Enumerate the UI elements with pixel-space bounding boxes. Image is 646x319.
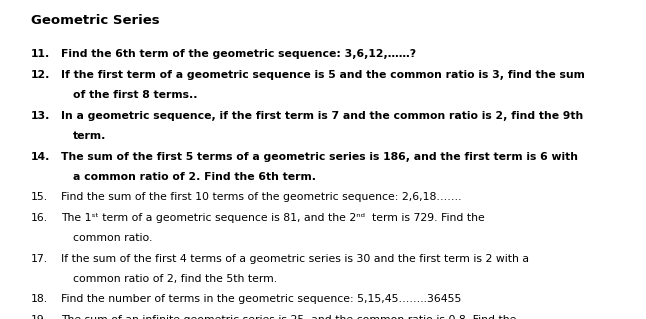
Text: 12.: 12. [31,70,50,80]
Text: of the first 8 terms..: of the first 8 terms.. [73,90,198,100]
Text: 19.: 19. [31,315,48,319]
Text: common ratio.: common ratio. [73,233,152,243]
Text: Find the 6th term of the geometric sequence: 3,6,12,……?: Find the 6th term of the geometric seque… [61,49,417,59]
Text: 16.: 16. [31,213,48,223]
Text: Geometric Series: Geometric Series [31,14,160,27]
Text: Find the sum of the first 10 terms of the geometric sequence: 2,6,18…….: Find the sum of the first 10 terms of th… [61,192,462,202]
Text: 14.: 14. [31,152,50,161]
Text: In a geometric sequence, if the first term is 7 and the common ratio is 2, find : In a geometric sequence, if the first te… [61,111,583,121]
Text: The sum of an infinite geometric series is 25, and the common ratio is 0.8. Find: The sum of an infinite geometric series … [61,315,517,319]
Text: common ratio of 2, find the 5th term.: common ratio of 2, find the 5th term. [73,274,277,284]
Text: 17.: 17. [31,254,48,263]
Text: a common ratio of 2. Find the 6th term.: a common ratio of 2. Find the 6th term. [73,172,316,182]
Text: 18.: 18. [31,294,48,304]
Text: If the first term of a geometric sequence is 5 and the common ratio is 3, find t: If the first term of a geometric sequenc… [61,70,585,80]
Text: The 1ˢᵗ term of a geometric sequence is 81, and the 2ⁿᵈ  term is 729. Find the: The 1ˢᵗ term of a geometric sequence is … [61,213,485,223]
Text: 15.: 15. [31,192,48,202]
Text: term.: term. [73,131,107,141]
Text: Find the number of terms in the geometric sequence: 5,15,45……..36455: Find the number of terms in the geometri… [61,294,462,304]
Text: The sum of the first 5 terms of a geometric series is 186, and the first term is: The sum of the first 5 terms of a geomet… [61,152,578,161]
Text: If the sum of the first 4 terms of a geometric series is 30 and the first term i: If the sum of the first 4 terms of a geo… [61,254,529,263]
Text: 11.: 11. [31,49,50,59]
Text: 13.: 13. [31,111,50,121]
